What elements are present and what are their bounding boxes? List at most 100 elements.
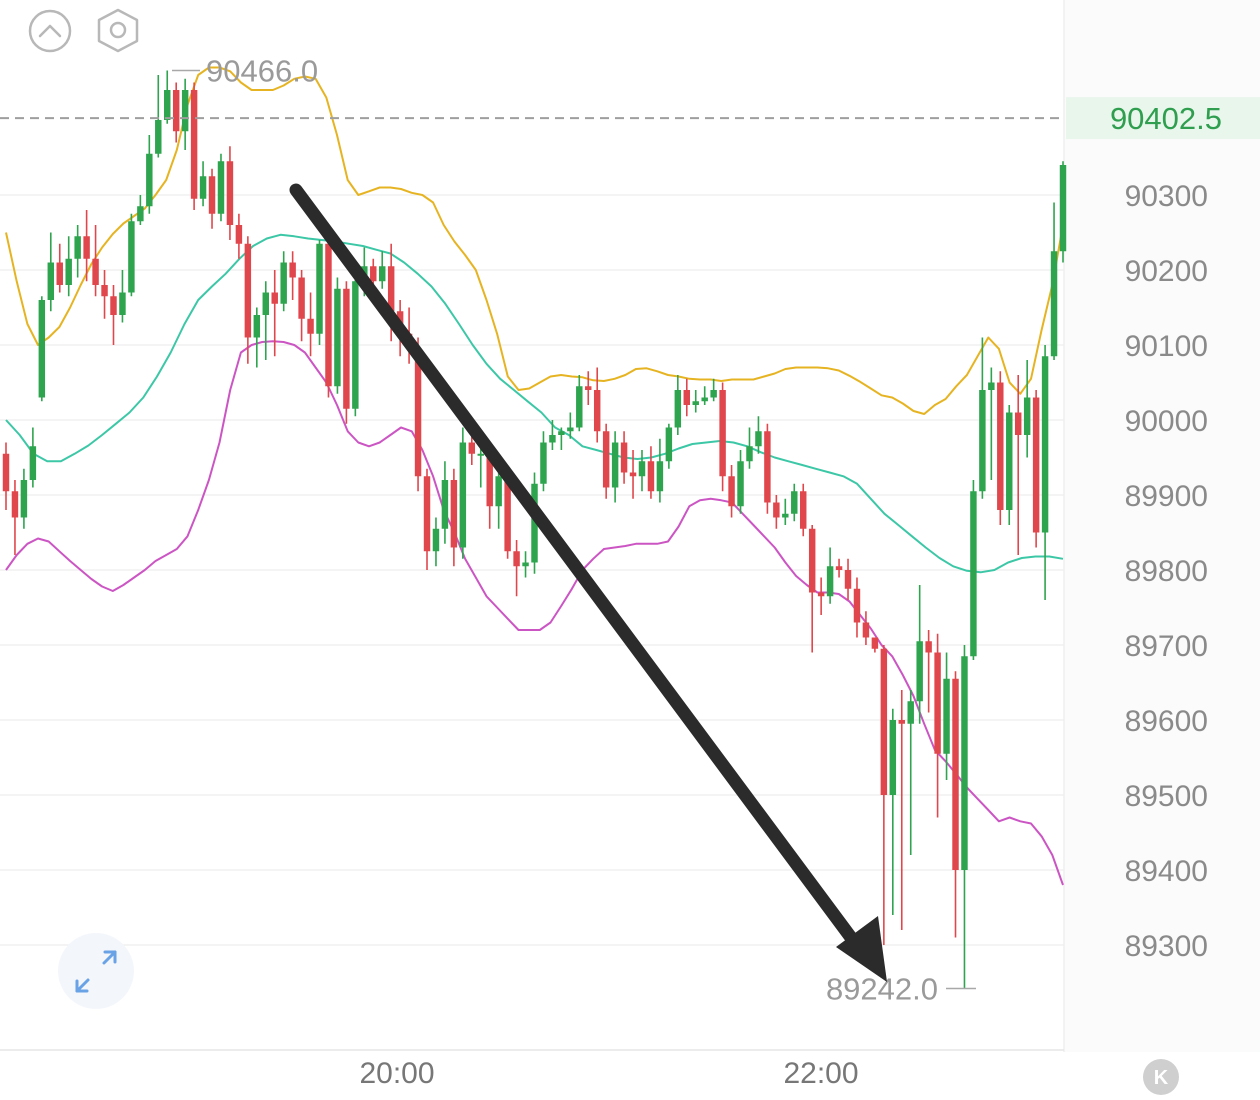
price-tick-label: 89900 xyxy=(1125,480,1208,513)
candle-body xyxy=(674,390,682,428)
candle xyxy=(441,461,449,544)
candle xyxy=(844,558,852,600)
candle-body xyxy=(432,528,440,552)
candle-body xyxy=(862,622,870,638)
candle xyxy=(164,70,171,124)
candle-body xyxy=(719,390,726,477)
candle xyxy=(11,480,19,555)
candle xyxy=(1041,345,1049,600)
candle-body xyxy=(387,266,395,312)
candle xyxy=(74,225,81,278)
current-price-box xyxy=(1066,97,1260,140)
candle-body xyxy=(576,386,583,428)
candle xyxy=(567,412,574,439)
candle-body xyxy=(916,641,923,702)
candle-body xyxy=(925,641,932,653)
candle xyxy=(638,450,646,492)
candle xyxy=(128,213,135,297)
expand-button-bg xyxy=(58,933,134,1009)
candle-body xyxy=(486,453,493,507)
candle xyxy=(137,195,144,225)
candle xyxy=(110,285,117,345)
settings-button[interactable] xyxy=(97,8,139,53)
price-axis-panel xyxy=(1064,0,1260,1052)
candle-body xyxy=(56,262,63,285)
candle xyxy=(585,371,592,405)
candle xyxy=(226,146,234,240)
kline-badge-button[interactable]: K xyxy=(1143,1059,1179,1095)
candle xyxy=(181,78,189,150)
candle xyxy=(782,498,789,525)
candle xyxy=(558,427,565,450)
candle xyxy=(352,266,359,417)
candle-body xyxy=(835,566,843,570)
candle-body xyxy=(20,480,28,518)
candle xyxy=(656,438,664,503)
candle-body xyxy=(495,476,502,507)
settings-center-icon xyxy=(109,21,127,39)
candle-body xyxy=(370,266,377,282)
high-marker: 90466.0 xyxy=(172,54,318,89)
candle-body xyxy=(1050,251,1058,357)
candle-body xyxy=(522,562,529,567)
candle xyxy=(826,547,834,604)
candle-body xyxy=(710,390,717,398)
candle-body xyxy=(773,502,780,518)
candle-body xyxy=(2,453,10,492)
candle-body xyxy=(737,461,744,507)
candle xyxy=(1059,161,1067,263)
price-tick-label: 89400 xyxy=(1125,855,1208,888)
price-tick-label: 89600 xyxy=(1125,705,1208,738)
candle xyxy=(970,480,977,660)
low-marker: 89242.0 xyxy=(826,972,976,1007)
candle-body xyxy=(620,442,628,473)
current-price-label: 90402.5 xyxy=(1110,101,1222,136)
candle xyxy=(800,483,807,537)
candle xyxy=(934,633,941,818)
candle-body xyxy=(1023,397,1031,435)
candle-body xyxy=(199,176,207,199)
candle-body xyxy=(611,442,619,488)
candle-body xyxy=(567,427,574,432)
candle xyxy=(83,210,90,282)
candle-body xyxy=(343,288,350,409)
candle xyxy=(199,161,207,207)
candle xyxy=(710,378,717,402)
candle-body xyxy=(155,120,162,154)
candle-body xyxy=(629,472,637,477)
candle-body xyxy=(826,566,834,597)
candle xyxy=(119,270,126,323)
candle-body xyxy=(378,266,386,282)
candle xyxy=(665,423,673,469)
candle xyxy=(737,450,744,514)
candle-body xyxy=(137,206,144,222)
candle-body xyxy=(38,300,46,398)
candle xyxy=(65,236,72,297)
candle xyxy=(576,375,583,432)
candle xyxy=(549,420,556,450)
collapse-button[interactable] xyxy=(28,9,72,53)
kline-badge-bg xyxy=(1143,1059,1179,1095)
candle xyxy=(835,558,843,578)
candle-body xyxy=(65,258,72,285)
candle-body xyxy=(647,461,655,492)
chevron-up-circle-icon xyxy=(28,9,72,53)
candle xyxy=(808,525,816,653)
candle xyxy=(423,468,431,570)
expand-button[interactable] xyxy=(58,933,134,1009)
price-tick-label: 89500 xyxy=(1125,780,1208,813)
candle-body xyxy=(880,648,888,795)
candle xyxy=(692,390,699,413)
candle xyxy=(773,495,780,529)
candle-body xyxy=(602,431,610,488)
gridlines xyxy=(0,194,1064,946)
candle xyxy=(701,386,708,405)
candle xyxy=(146,135,153,214)
candle-body xyxy=(943,678,950,754)
candle-body xyxy=(110,296,117,315)
candle-body xyxy=(540,442,547,484)
candle xyxy=(325,236,332,398)
candle xyxy=(728,465,735,518)
candle-body xyxy=(128,221,135,293)
